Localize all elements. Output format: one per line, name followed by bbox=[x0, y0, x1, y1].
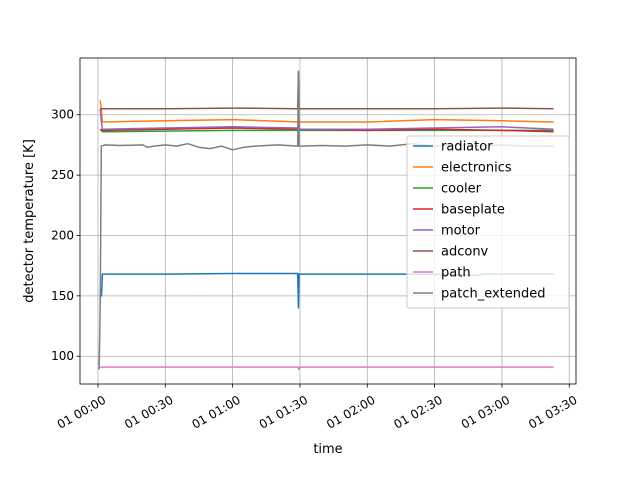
plot-area-frame bbox=[79, 57, 577, 385]
legend-label-motor: motor bbox=[441, 224, 481, 239]
legend: radiator electronics cooler baseplate motor a… bbox=[406, 135, 570, 309]
legend-label-baseplate: baseplate bbox=[441, 203, 505, 218]
legend-label-path: path bbox=[441, 266, 471, 281]
legend-label-adconv: adconv bbox=[441, 245, 489, 260]
legend-label-electronics: electronics bbox=[441, 161, 512, 176]
y-tick-label: 250 bbox=[51, 168, 74, 182]
y-axis-label: detector temperature [K] bbox=[22, 139, 37, 303]
series-lines bbox=[98, 70, 554, 371]
x-axis-label: time bbox=[313, 442, 342, 457]
legend-label-cooler: cooler bbox=[441, 182, 482, 197]
y-tick-label: 200 bbox=[51, 228, 74, 242]
legend-label-radiator: radiator bbox=[441, 140, 493, 155]
legend-label-patch_extended: patch_extended bbox=[441, 287, 546, 302]
legend-box bbox=[406, 135, 570, 309]
series-line-electronics bbox=[99, 100, 554, 123]
y-tick-label: 150 bbox=[51, 289, 74, 303]
y-tick-label: 100 bbox=[51, 349, 74, 363]
series-line-path bbox=[100, 366, 554, 371]
y-tick-label: 300 bbox=[51, 108, 74, 122]
